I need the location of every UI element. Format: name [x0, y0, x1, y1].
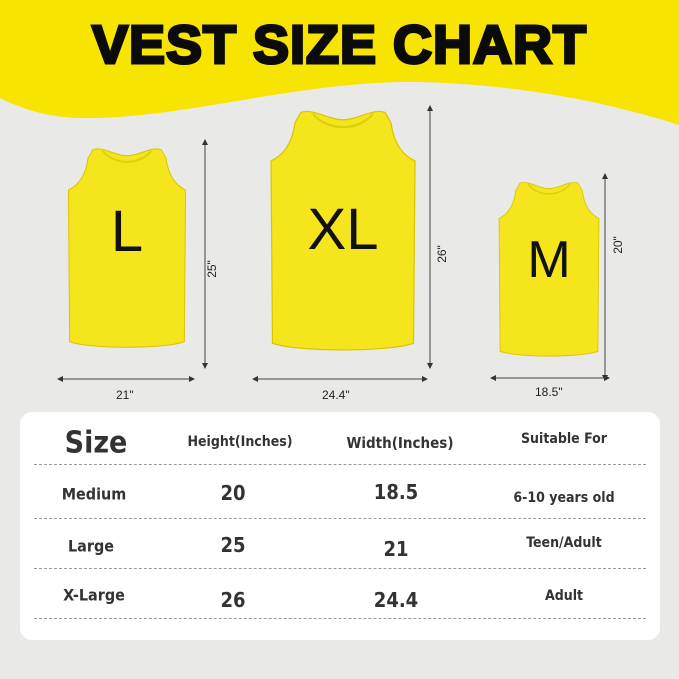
vest-medium: M [497, 180, 601, 362]
row-suitable-for: Teen/Adult [526, 535, 602, 551]
row-height: 26 [220, 588, 246, 612]
row-height: 25 [220, 533, 246, 557]
vest-size-letter: L [110, 199, 144, 264]
row-size: X-Large [63, 585, 125, 605]
header-width: Width(Inches) [346, 434, 454, 452]
height-label-large: 25" [204, 260, 219, 278]
vest-size-letter: XL [307, 197, 379, 262]
row-width: 18.5 [373, 480, 419, 504]
height-label-medium: 20" [610, 236, 625, 254]
size-table: Size Height(Inches) Width(Inches) Suitab… [20, 412, 660, 640]
row-size: Large [67, 536, 115, 556]
row-suitable-for: Adult [544, 588, 584, 604]
header-height: Height(Inches) [187, 434, 293, 450]
vest-large: L [66, 146, 188, 354]
row-width: 21 [383, 537, 409, 561]
row-height: 20 [220, 481, 246, 505]
width-label-medium: 18.5" [535, 385, 563, 399]
dimension-lines [57, 105, 610, 382]
vest-xlarge: XL [268, 108, 418, 358]
row-size: Medium [61, 484, 127, 504]
page-title: VEST SIZE CHART [90, 14, 588, 77]
row-width: 24.4 [373, 588, 419, 612]
width-label-xlarge: 24.4" [322, 388, 350, 402]
yellow-banner [0, 0, 679, 125]
header-size: Size [64, 425, 128, 461]
width-label-large: 21" [116, 388, 134, 402]
height-label-xlarge: 26" [434, 245, 449, 263]
vest-size-letter: M [527, 231, 571, 289]
header-suitable-for: Suitable For [520, 431, 608, 447]
row-suitable-for: 6-10 years old [513, 490, 615, 506]
